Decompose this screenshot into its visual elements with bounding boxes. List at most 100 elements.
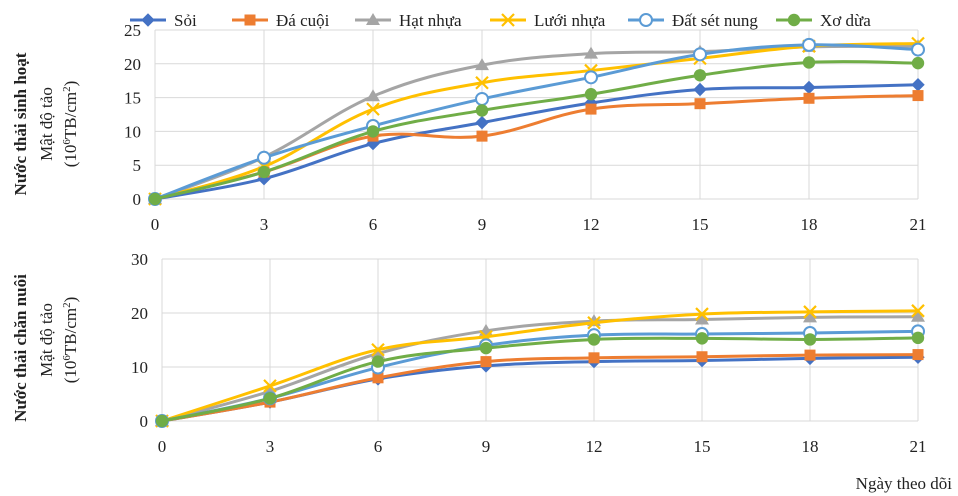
y-tick-labels: 0 10 20 30 bbox=[131, 250, 148, 431]
data-point bbox=[263, 379, 277, 393]
data-point bbox=[911, 304, 925, 318]
legend-item: Hạt nhựa bbox=[355, 11, 462, 30]
series-line bbox=[161, 336, 919, 423]
data-point bbox=[263, 392, 277, 405]
y-tick-label: 30 bbox=[131, 250, 148, 269]
x-tick-label: 9 bbox=[478, 215, 487, 234]
legend-item: Đất sét nung bbox=[628, 11, 758, 30]
data-point bbox=[802, 56, 816, 69]
row-label: Nước thải chăn nuôi bbox=[11, 274, 30, 422]
data-point bbox=[372, 372, 384, 384]
legend-label: Xơ dừa bbox=[820, 11, 871, 30]
legend-marker bbox=[639, 13, 653, 27]
data-point bbox=[912, 90, 924, 102]
x-tick-label: 9 bbox=[482, 437, 491, 456]
data-point bbox=[479, 341, 493, 355]
x-tick-label: 0 bbox=[158, 437, 167, 456]
data-point bbox=[911, 78, 925, 92]
x-tick-label: 3 bbox=[260, 215, 269, 234]
data-point bbox=[257, 165, 271, 179]
data-point bbox=[366, 102, 380, 116]
x-tick-label: 6 bbox=[369, 215, 378, 234]
series-line bbox=[154, 60, 919, 201]
data-point bbox=[588, 352, 600, 364]
series-6 bbox=[155, 331, 925, 428]
data-point bbox=[803, 92, 815, 104]
x-tick-labels: 0 3 6 9 12 15 18 21 bbox=[158, 437, 927, 456]
x-tick-label: 15 bbox=[694, 437, 711, 456]
data-point bbox=[475, 104, 489, 117]
data-point bbox=[804, 349, 816, 361]
data-point bbox=[587, 333, 601, 346]
y-tick-label: 20 bbox=[124, 55, 141, 74]
x-tick-label: 18 bbox=[801, 215, 818, 234]
data-point bbox=[584, 70, 598, 85]
data-point bbox=[148, 192, 162, 206]
data-point bbox=[480, 356, 492, 368]
data-point bbox=[911, 309, 925, 322]
data-point bbox=[475, 91, 489, 106]
data-point bbox=[475, 75, 489, 90]
legend-marker bbox=[366, 13, 380, 25]
series-4 bbox=[155, 304, 925, 428]
data-point bbox=[475, 115, 489, 130]
data-point bbox=[155, 414, 169, 428]
y-tick-label: 20 bbox=[131, 304, 148, 323]
legend-item: Xơ dừa bbox=[776, 11, 871, 30]
x-tick-label: 15 bbox=[692, 215, 709, 234]
data-point bbox=[803, 310, 817, 323]
y-tick-label: 5 bbox=[133, 156, 142, 175]
x-tick-labels: 0 3 6 9 12 15 18 21 bbox=[151, 215, 927, 234]
data-point bbox=[371, 346, 385, 359]
data-point bbox=[475, 58, 489, 71]
data-point bbox=[371, 355, 385, 368]
series-line bbox=[161, 353, 919, 423]
series-2 bbox=[149, 90, 924, 205]
data-point bbox=[911, 42, 925, 57]
data-point bbox=[693, 82, 707, 97]
y-tick-label: 15 bbox=[124, 89, 141, 108]
data-point bbox=[694, 98, 706, 110]
x-tick-label: 12 bbox=[586, 437, 603, 456]
data-point bbox=[366, 125, 380, 138]
legend-label: Sỏi bbox=[174, 11, 197, 30]
y-axis-label: Mật độ tảo bbox=[37, 87, 56, 161]
x-axis-label: Ngày theo dõi bbox=[856, 474, 953, 493]
data-point bbox=[802, 80, 816, 95]
series-line bbox=[161, 309, 919, 423]
data-point bbox=[695, 307, 709, 321]
series-line bbox=[154, 83, 919, 201]
data-point bbox=[584, 88, 598, 101]
panel-domestic-wastewater: 0 5 10 15 20 25 0 3 6 9 12 15 18 21 Nước thải sinh h… bbox=[11, 21, 927, 234]
legend-label: Đá cuội bbox=[276, 11, 330, 30]
x-tick-label: 18 bbox=[802, 437, 819, 456]
data-point bbox=[476, 130, 488, 142]
legend-item: Sỏi bbox=[130, 11, 197, 30]
x-tick-label: 12 bbox=[583, 215, 600, 234]
legend-marker bbox=[501, 13, 515, 27]
series-line bbox=[154, 43, 919, 201]
data-point bbox=[912, 349, 924, 361]
x-tick-label: 21 bbox=[910, 437, 927, 456]
data-point bbox=[585, 103, 597, 115]
y-axis-unit: (106TB/cm2) bbox=[61, 297, 80, 384]
y-tick-label: 10 bbox=[124, 122, 141, 141]
series-group bbox=[148, 36, 925, 206]
legend: Sỏi Đá cuội Hạt nhựa Lưới nhựa Đất sét nung X… bbox=[130, 11, 871, 30]
data-point bbox=[693, 69, 707, 82]
series-6 bbox=[148, 56, 925, 206]
y-axis-unit: (106TB/cm2) bbox=[61, 81, 80, 168]
data-point bbox=[695, 332, 709, 345]
y-tick-label: 0 bbox=[133, 190, 142, 209]
legend-label: Hạt nhựa bbox=[399, 11, 462, 30]
data-point bbox=[366, 89, 380, 102]
legend-marker bbox=[244, 14, 256, 26]
series-line bbox=[161, 315, 919, 423]
legend-label: Đất sét nung bbox=[672, 11, 758, 30]
data-point bbox=[587, 315, 601, 330]
y-tick-label: 10 bbox=[131, 358, 148, 377]
data-point bbox=[803, 305, 817, 319]
data-point bbox=[696, 351, 708, 363]
data-point bbox=[693, 47, 707, 62]
